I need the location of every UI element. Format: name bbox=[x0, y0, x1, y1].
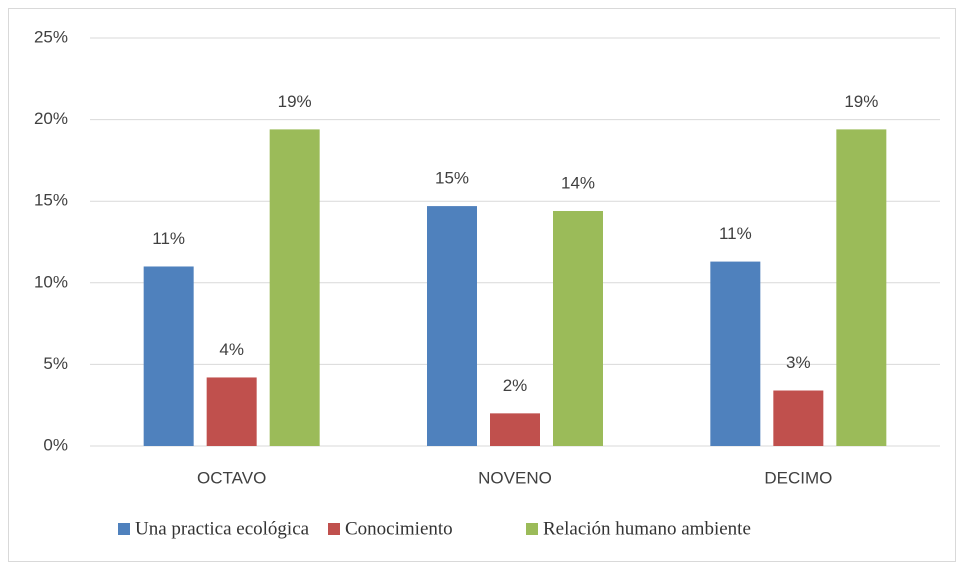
bar bbox=[427, 206, 477, 446]
x-tick-label: OCTAVO bbox=[197, 468, 266, 487]
data-label: 11% bbox=[152, 229, 185, 248]
data-label: 4% bbox=[219, 340, 244, 359]
bar bbox=[490, 413, 540, 446]
legend-label: Conocimiento bbox=[345, 518, 453, 539]
legend-swatch bbox=[328, 523, 340, 535]
bar bbox=[206, 377, 257, 446]
y-tick-label: 20% bbox=[34, 109, 68, 128]
y-tick-label: 25% bbox=[34, 27, 68, 46]
bar bbox=[269, 129, 320, 446]
y-tick-label: 10% bbox=[34, 272, 68, 291]
bar bbox=[773, 390, 824, 446]
legend-label: Relación humano ambiente bbox=[543, 518, 751, 539]
y-tick-label: 15% bbox=[34, 191, 68, 210]
y-tick-label: 5% bbox=[43, 354, 68, 373]
y-tick-label: 0% bbox=[43, 435, 68, 454]
bar bbox=[143, 266, 194, 446]
bar bbox=[553, 210, 603, 446]
data-label: 2% bbox=[503, 376, 528, 395]
data-label: 3% bbox=[786, 353, 811, 372]
data-label: 14% bbox=[561, 173, 595, 192]
data-label: 19% bbox=[844, 92, 878, 111]
legend: Una practica ecológica Conocimiento Relaci… bbox=[118, 518, 751, 539]
bar bbox=[836, 129, 887, 446]
x-tick-label: DECIMO bbox=[764, 468, 832, 487]
data-label: 11% bbox=[719, 224, 752, 243]
legend-label: Una practica ecológica bbox=[135, 518, 310, 539]
x-tick-label: NOVENO bbox=[478, 468, 552, 487]
legend-swatch bbox=[526, 523, 538, 535]
data-label: 15% bbox=[435, 169, 469, 188]
legend-swatch bbox=[118, 523, 130, 535]
data-label: 19% bbox=[278, 92, 312, 111]
bar bbox=[710, 261, 761, 446]
chart-border bbox=[8, 8, 956, 562]
